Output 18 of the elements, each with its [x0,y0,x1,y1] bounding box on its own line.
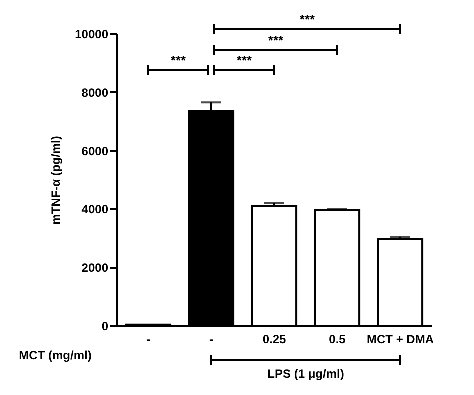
annotation: *** [236,53,254,68]
x-tick-label: MCT + DMA [367,332,434,346]
y-tick-label: 6000 [82,144,109,158]
text: *** [300,12,316,27]
y-tick-label: 8000 [82,86,109,100]
text: LPS (1 μg/ml) [268,367,344,381]
annotation: *** [268,33,285,48]
x-tick-label: 0.5 [329,332,346,346]
annotation: *** [170,53,188,68]
x-tick-label: - [210,332,214,346]
x-tick-label: - [146,332,150,346]
y-tick-label: 2000 [82,261,109,276]
x-tick-label: 0.25 [262,332,286,346]
x-axis-title: MCT (mg/ml) [19,348,92,362]
y-tick-label: 10000 [75,28,109,42]
y-tick-label: 4000 [82,202,109,217]
y-tick-label: 0 [102,320,109,334]
y-axis-title: mTNF-α (pg/ml) [49,136,64,225]
